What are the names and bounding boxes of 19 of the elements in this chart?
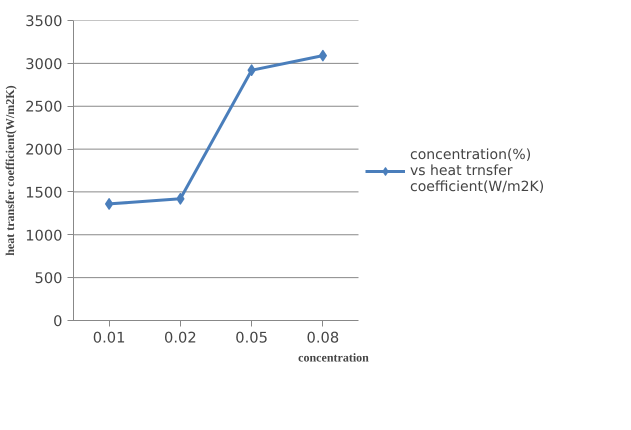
y-tick-label: 0 [53, 313, 63, 330]
x-tick-label: 0.01 [92, 330, 126, 346]
x-tick-label: 0.08 [306, 330, 340, 346]
x-tick-label: 0.05 [235, 330, 268, 346]
y-tick-label: 2500 [25, 98, 63, 116]
legend-label: concentration(%) vs heat trnsfer coefficient(W/m2K) [410, 147, 544, 195]
y-tick-label: 3000 [25, 56, 63, 73]
point [247, 64, 256, 76]
x-axis-title: concentration [298, 350, 370, 364]
y-tick-label: 2000 [25, 142, 63, 159]
y-tick-label: 500 [34, 270, 63, 288]
point [176, 192, 185, 205]
y-tick-label: 3500 [25, 13, 63, 30]
y-tick-label: 1500 [25, 184, 63, 202]
point [104, 198, 114, 210]
x-tick-label: 0.02 [164, 330, 197, 346]
point [318, 50, 328, 62]
y-tick-label: 1000 [25, 227, 63, 244]
y-axis-title: heat transfer coefficient(W/m2K) [3, 85, 18, 256]
